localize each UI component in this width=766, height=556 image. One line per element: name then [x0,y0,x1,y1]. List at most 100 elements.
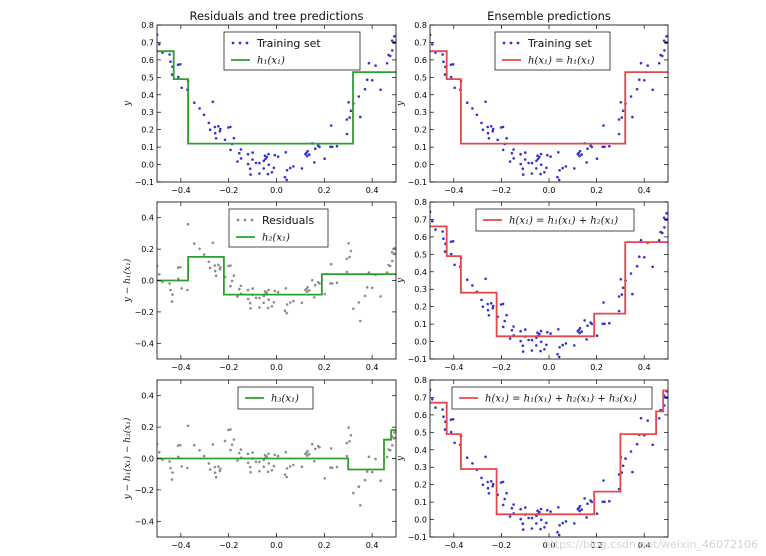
data-point [202,113,206,117]
x-tick-label: −0.2 [492,541,511,550]
data-point [248,465,252,469]
data-point [176,63,180,66]
data-point [313,147,317,150]
data-point [617,309,621,313]
y-tick-label: 0.1 [414,498,427,507]
data-point [213,269,217,273]
legend-marker [236,218,240,222]
data-point [523,158,527,161]
y-tick-label: 0.6 [141,56,154,65]
data-point [363,87,367,91]
data-point [258,469,261,473]
data-point [357,95,361,98]
data-point [583,319,586,322]
data-point [359,504,362,507]
y-tick-label: 0.3 [141,108,154,117]
data-point [481,305,485,309]
data-point [638,255,641,258]
data-point [236,459,239,462]
y-tick-label: −0.2 [135,308,154,317]
legend-label: h₃(x₁) [271,394,299,405]
data-point [179,63,182,66]
data-point [475,113,479,117]
data-point [484,100,487,104]
data-point [158,273,161,276]
data-point [169,288,172,292]
y-tick-label: 0.4 [414,91,427,100]
data-point [539,329,543,333]
data-point [300,167,304,170]
data-point [601,500,604,504]
data-point [557,328,560,331]
data-point [305,290,309,294]
x-tick-label: 0.0 [543,363,556,372]
legend-marker [231,41,235,45]
data-point [288,301,292,304]
y-tick-label: 0.2 [414,126,427,135]
y-tick-label: −0.1 [408,178,427,187]
data-point [491,127,495,131]
data-point [318,282,321,285]
data-point [451,418,455,421]
data-point [246,461,250,465]
panel-6: −0.4 −0.2 0.0 0.2 0.4 −0.1 0.0 0.1 0.2 0.3 0.4 0.5 0… [396,376,669,550]
data-point [323,477,327,480]
data-point [624,457,627,460]
data-point [442,237,445,240]
data-point [496,138,500,142]
data-point [486,125,490,129]
data-point [491,129,495,133]
data-point [329,447,333,450]
data-point [379,479,382,483]
data-point [367,271,371,274]
data-point [453,86,456,90]
data-point [505,491,508,495]
x-tick-label: −0.4 [444,363,463,372]
data-point [393,35,396,38]
x-tick-label: 0.0 [270,186,283,195]
data-point [631,115,634,119]
data-point [263,154,267,157]
data-point [239,284,243,288]
data-point [305,454,309,457]
data-point [546,330,549,334]
data-point [391,444,394,447]
data-point [536,157,540,161]
data-point [657,62,661,65]
data-point [595,334,599,338]
data-point [217,263,220,267]
data-point [265,291,269,294]
data-point [519,329,522,333]
data-point [392,437,396,440]
data-point [391,259,394,263]
data-point [663,49,666,52]
x-tick-label: −0.4 [171,541,190,550]
data-point [561,343,564,347]
data-point [345,257,349,261]
data-point [662,39,666,42]
data-point [635,442,639,446]
data-point [577,151,580,155]
data-point [193,101,196,104]
data-point [603,322,606,326]
data-point [590,322,594,326]
data-point [580,330,583,333]
data-point [323,292,327,296]
data-point [370,470,374,474]
data-point [176,266,180,269]
legend-marker [250,218,254,222]
data-point [218,469,222,473]
data-point [285,475,289,479]
data-point [363,478,367,482]
data-point [180,287,183,290]
data-point [202,454,206,458]
data-point [310,442,314,446]
data-point [179,265,182,269]
data-point [663,226,666,229]
data-point [638,78,641,81]
x-tick-label: 0.4 [638,363,651,372]
data-point [651,265,654,269]
x-tick-label: 0.4 [366,363,379,372]
y-axis-label: y [123,100,133,107]
